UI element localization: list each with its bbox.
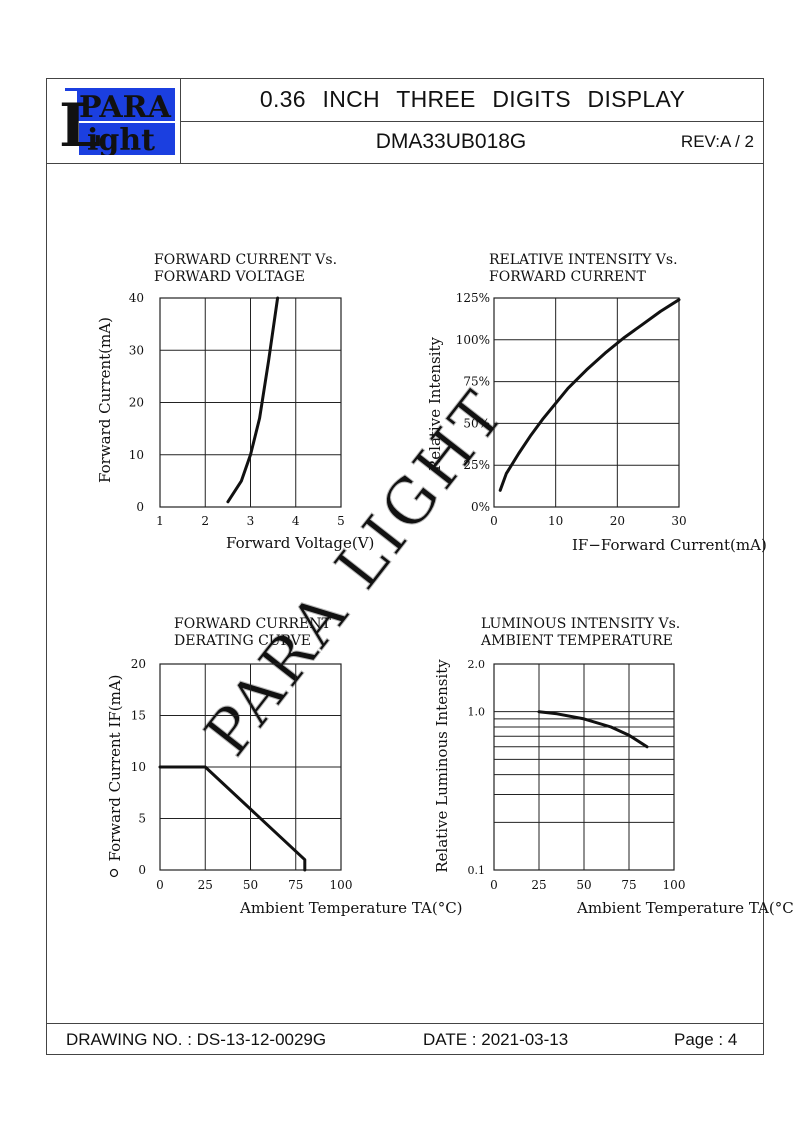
logo-bottom-band (79, 123, 175, 155)
chart4-y-axis-label: Relative Luminous Intensity (433, 659, 451, 873)
chart4-title-line: LUMINOUS INTENSITY Vs. (481, 616, 680, 632)
chart1-x-tick-label: 2 (201, 514, 209, 528)
chart2-y-tick-label: 100% (456, 333, 490, 347)
chart1-x-tick-label: 1 (156, 514, 164, 528)
drawing-frame (46, 78, 764, 1055)
logo-top-text: PARA (79, 90, 172, 125)
chart4-x-tick-label: 50 (576, 878, 591, 892)
chart2-y-tick-label: 25% (463, 458, 490, 472)
drawing-date: DATE : 2021-03-13 (423, 1030, 569, 1049)
chart3-y-tick-label: 0 (138, 863, 146, 877)
chart4-x-tick-label: 100 (663, 878, 686, 892)
chart3-x-tick-label: 25 (198, 878, 213, 892)
chart3-x-tick-label: 100 (330, 878, 353, 892)
chart1-y-tick-label: 20 (129, 396, 144, 410)
chart2-y-tick-label: 75% (463, 375, 490, 389)
chart1-y-axis-label: Forward Current(mA) (96, 317, 114, 483)
chart2-x-tick-label: 10 (548, 514, 563, 528)
chart1-y-tick-label: 40 (129, 291, 144, 305)
part-row: DMA33UB018G REV:A / 2 (181, 122, 764, 163)
part-number: DMA33UB018G (375, 130, 527, 153)
logo-bottom-text: ight (87, 123, 155, 155)
drawing-number: DRAWING NO. : DS-13-12-0029G (66, 1030, 327, 1049)
chart3-title-line: FORWARD CURRENT (174, 616, 332, 632)
chart2-x-tick-label: 20 (610, 514, 625, 528)
revision: REV:A / 2 (680, 132, 754, 151)
chart3-title-line: DERATING CURVE (174, 633, 311, 649)
chart2-x-tick-label: 30 (671, 514, 686, 528)
chart2-y-tick-label: 125% (456, 291, 490, 305)
chart4-x-axis-label: Ambient Temperature TA(°C) (576, 899, 794, 917)
chart3-y-axis-label: Forward Current IF(mA) (106, 674, 124, 861)
logo-l-gap (59, 91, 77, 155)
chart1-x-tick-label: 4 (292, 514, 300, 528)
chart1-x-tick-label: 5 (337, 514, 345, 528)
chart3-x-tick-label: 0 (156, 878, 164, 892)
chart1-y-tick-label: 0 (136, 500, 144, 514)
chart4-title-line: AMBIENT TEMPERATURE (480, 633, 673, 649)
chart1-title-line: FORWARD CURRENT Vs. (154, 252, 337, 268)
chart3-y-tick-label: 10 (131, 760, 146, 774)
chart2-y-tick-label: 0% (471, 500, 490, 514)
chart4-x-tick-label: 0 (490, 878, 498, 892)
document-title: 0.36 INCH THREE DIGITS DISPLAY (181, 78, 764, 122)
page-number: Page : 4 (674, 1030, 738, 1049)
chart3-x-axis-label: Ambient Temperature TA(°C) (239, 899, 463, 917)
chart4-y-tick-label: 2.0 (468, 658, 486, 671)
chart1-x-tick-label: 3 (247, 514, 255, 528)
header-divider (46, 163, 764, 164)
chart3-y-tick-label: 5 (138, 812, 146, 826)
chart1-x-axis-label: Forward Voltage(V) (226, 534, 374, 552)
chart3-series-line (158, 765, 307, 872)
logo-box (46, 78, 181, 163)
chart2-y-tick-label: 50% (463, 416, 490, 430)
chart4-y-tick-label: 1.0 (468, 706, 486, 719)
chart2-title-line: RELATIVE INTENSITY Vs. (489, 252, 678, 268)
para-light-logo: L PARA ight (59, 88, 175, 155)
chart3-x-tick-label: 50 (243, 878, 258, 892)
chart3-x-tick-label: 75 (288, 878, 303, 892)
chart2-plot-area (493, 297, 680, 508)
chart4-x-tick-label: 75 (621, 878, 636, 892)
chart2-series-line (498, 298, 681, 492)
chart4-x-tick-label: 25 (531, 878, 546, 892)
chart4-y-tick-label: 0.1 (468, 864, 486, 877)
chart1-title-line: FORWARD VOLTAGE (154, 269, 305, 285)
chart2-x-tick-label: 0 (490, 514, 498, 528)
chart2-y-axis-label: Relative Intensity (426, 336, 444, 471)
logo-top-band (65, 88, 175, 121)
chart1-series-line (226, 296, 280, 504)
chart1-y-tick-label: 10 (129, 448, 144, 462)
chart2-x-axis-label: IF−Forward Current(mA) (572, 536, 767, 554)
chart3-y-tick-label: 20 (131, 657, 146, 671)
logo-initial: L (59, 91, 101, 155)
chart2-title-line: FORWARD CURRENT (489, 269, 647, 285)
chart1-y-tick-label: 30 (129, 343, 144, 357)
chart4-series-line (537, 710, 649, 749)
chart3-y-tick-label: 15 (131, 709, 146, 723)
chart3-axis-marker (109, 868, 119, 878)
footer-divider (46, 1023, 764, 1024)
